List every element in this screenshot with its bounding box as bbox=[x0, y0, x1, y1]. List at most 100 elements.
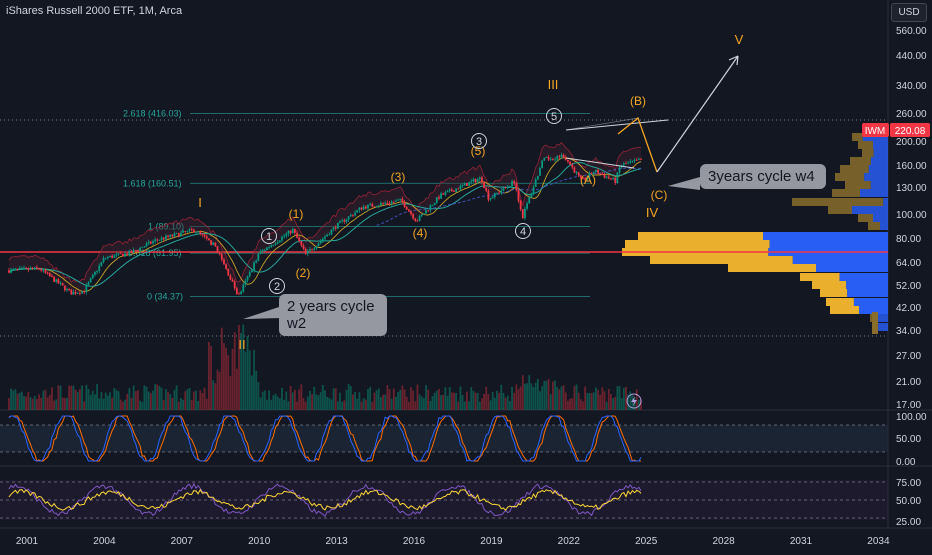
volume-bar bbox=[109, 392, 111, 410]
candle bbox=[300, 241, 303, 246]
volume-bar bbox=[573, 385, 576, 410]
volume-bar bbox=[283, 399, 286, 410]
time-axis[interactable]: 2001 2004 2007 2010 2013 2016 2019 2022 … bbox=[16, 536, 890, 547]
rsi-tick: 25.00 bbox=[896, 517, 921, 528]
supertrend-envelope bbox=[8, 142, 642, 295]
candle bbox=[315, 246, 318, 249]
volume-bar bbox=[455, 393, 458, 410]
volume-bar bbox=[459, 386, 462, 410]
volume-bar bbox=[547, 379, 550, 410]
candle bbox=[545, 157, 548, 159]
candle bbox=[543, 157, 546, 161]
candle bbox=[270, 245, 273, 247]
volume-bar bbox=[517, 389, 520, 410]
candle bbox=[225, 264, 227, 269]
volume-bar bbox=[500, 384, 503, 410]
candle bbox=[160, 237, 163, 240]
candle bbox=[263, 250, 266, 251]
price-tick: 560.00 bbox=[896, 26, 927, 37]
volume-bar bbox=[528, 375, 531, 410]
volume-profile-up bbox=[870, 157, 888, 165]
lightning-icon[interactable] bbox=[626, 393, 642, 409]
candle bbox=[145, 243, 148, 247]
volume-profile-down bbox=[638, 232, 763, 240]
volume-bar bbox=[231, 348, 234, 410]
candle bbox=[321, 238, 324, 241]
volume-bar bbox=[610, 394, 612, 410]
volume-bar bbox=[352, 394, 354, 410]
candle bbox=[547, 157, 550, 160]
volume-profile-up bbox=[868, 165, 888, 173]
volume-bar bbox=[496, 390, 498, 410]
candle bbox=[164, 235, 167, 240]
candle bbox=[182, 231, 184, 233]
wave-pA-label: (A) bbox=[580, 173, 596, 187]
volume-bar bbox=[588, 393, 591, 410]
price-scale[interactable]: 560.00 440.00 340.00 260.00 200.00 160.0… bbox=[896, 26, 927, 528]
stoch-k-line bbox=[8, 415, 642, 462]
volume-bar bbox=[382, 394, 384, 410]
fib-label: 0.618 (61.95) bbox=[128, 248, 182, 258]
volume-bar bbox=[551, 381, 554, 410]
volume-bar bbox=[354, 392, 356, 410]
volume-bar bbox=[390, 398, 393, 410]
volume-bar bbox=[367, 389, 369, 410]
ticker-tag bbox=[862, 123, 889, 137]
volume-bar bbox=[478, 401, 481, 410]
volume-bar bbox=[31, 398, 34, 410]
candle bbox=[474, 179, 477, 183]
candle bbox=[362, 206, 365, 210]
candle bbox=[536, 175, 539, 180]
candle bbox=[420, 214, 423, 217]
volume-bar bbox=[104, 392, 107, 410]
volume-bar bbox=[472, 390, 475, 410]
stoch-tick: 50.00 bbox=[896, 434, 921, 445]
volume-bar bbox=[375, 390, 378, 410]
volume-bar bbox=[121, 401, 124, 410]
volume-bar bbox=[111, 397, 114, 410]
currency-button[interactable]: USD bbox=[891, 3, 927, 22]
volume-bar bbox=[513, 392, 516, 410]
volume-bar bbox=[317, 395, 320, 410]
candle bbox=[259, 251, 262, 254]
volume-bar bbox=[96, 384, 98, 410]
volume-bar bbox=[597, 389, 599, 410]
volume-bar bbox=[177, 401, 180, 410]
wave-c5-label: 5 bbox=[551, 111, 557, 123]
volume-bar bbox=[575, 384, 578, 410]
volume-bar bbox=[607, 389, 610, 410]
volume-bar bbox=[190, 400, 193, 410]
volume-profile-up bbox=[875, 314, 888, 322]
volume-profile-down bbox=[872, 312, 878, 334]
candle bbox=[457, 188, 460, 190]
candle bbox=[476, 179, 479, 183]
volume-bar bbox=[309, 390, 311, 410]
candle bbox=[573, 167, 576, 173]
volume-bar bbox=[130, 397, 133, 410]
volume-profile-down bbox=[830, 306, 859, 314]
candle bbox=[341, 220, 344, 222]
volume-bar bbox=[397, 392, 399, 410]
volume-bar bbox=[162, 400, 165, 410]
candle bbox=[431, 204, 434, 206]
volume-bar bbox=[446, 395, 449, 410]
volume-bar bbox=[614, 396, 617, 410]
candle bbox=[111, 255, 114, 258]
volume-bar bbox=[173, 389, 176, 410]
price-tick: 130.00 bbox=[896, 183, 927, 194]
volume-bar bbox=[465, 391, 468, 410]
stoch-d-line bbox=[8, 415, 641, 462]
volume-bar bbox=[300, 384, 303, 410]
candle bbox=[534, 179, 537, 187]
volume-bar bbox=[315, 394, 318, 410]
candle bbox=[177, 233, 180, 237]
candle bbox=[354, 212, 356, 216]
volume-bar bbox=[313, 386, 316, 410]
price-tick: 42.00 bbox=[896, 303, 921, 314]
volume-bar bbox=[633, 397, 636, 410]
candle bbox=[184, 231, 187, 232]
volume-bar bbox=[377, 388, 380, 410]
volume-bar bbox=[504, 397, 507, 410]
